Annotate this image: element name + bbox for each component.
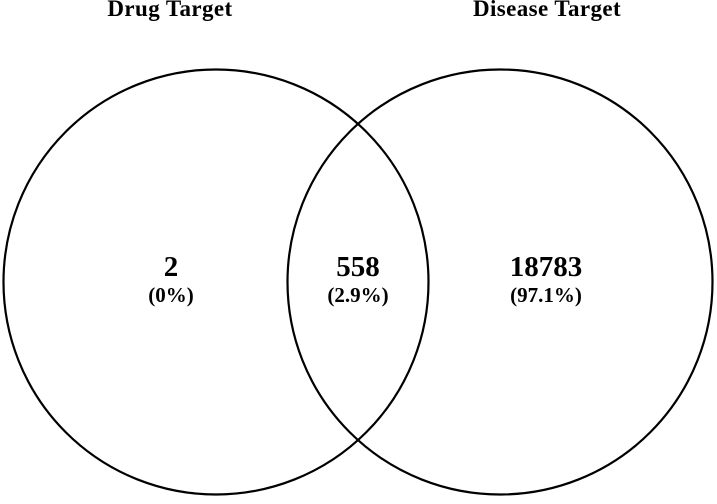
left-only-percent: (0%) — [148, 283, 194, 307]
right-set-title: Disease Target — [472, 0, 622, 21]
right-only-percent: (97.1%) — [510, 283, 582, 307]
left-circle-drug-target — [2, 68, 430, 496]
intersection-percent: (2.9%) — [327, 283, 389, 307]
left-set-title: Drug Target — [107, 0, 233, 21]
left-only-count: 2 — [163, 251, 179, 283]
intersection-region-label: 558 (2.9%) — [327, 251, 389, 307]
intersection-count: 558 — [336, 251, 380, 283]
right-only-count: 18783 — [509, 251, 583, 283]
right-only-region-label: 18783 (97.1%) — [509, 251, 583, 307]
left-only-region-label: 2 (0%) — [148, 251, 194, 307]
right-circle-disease-target — [286, 68, 714, 496]
